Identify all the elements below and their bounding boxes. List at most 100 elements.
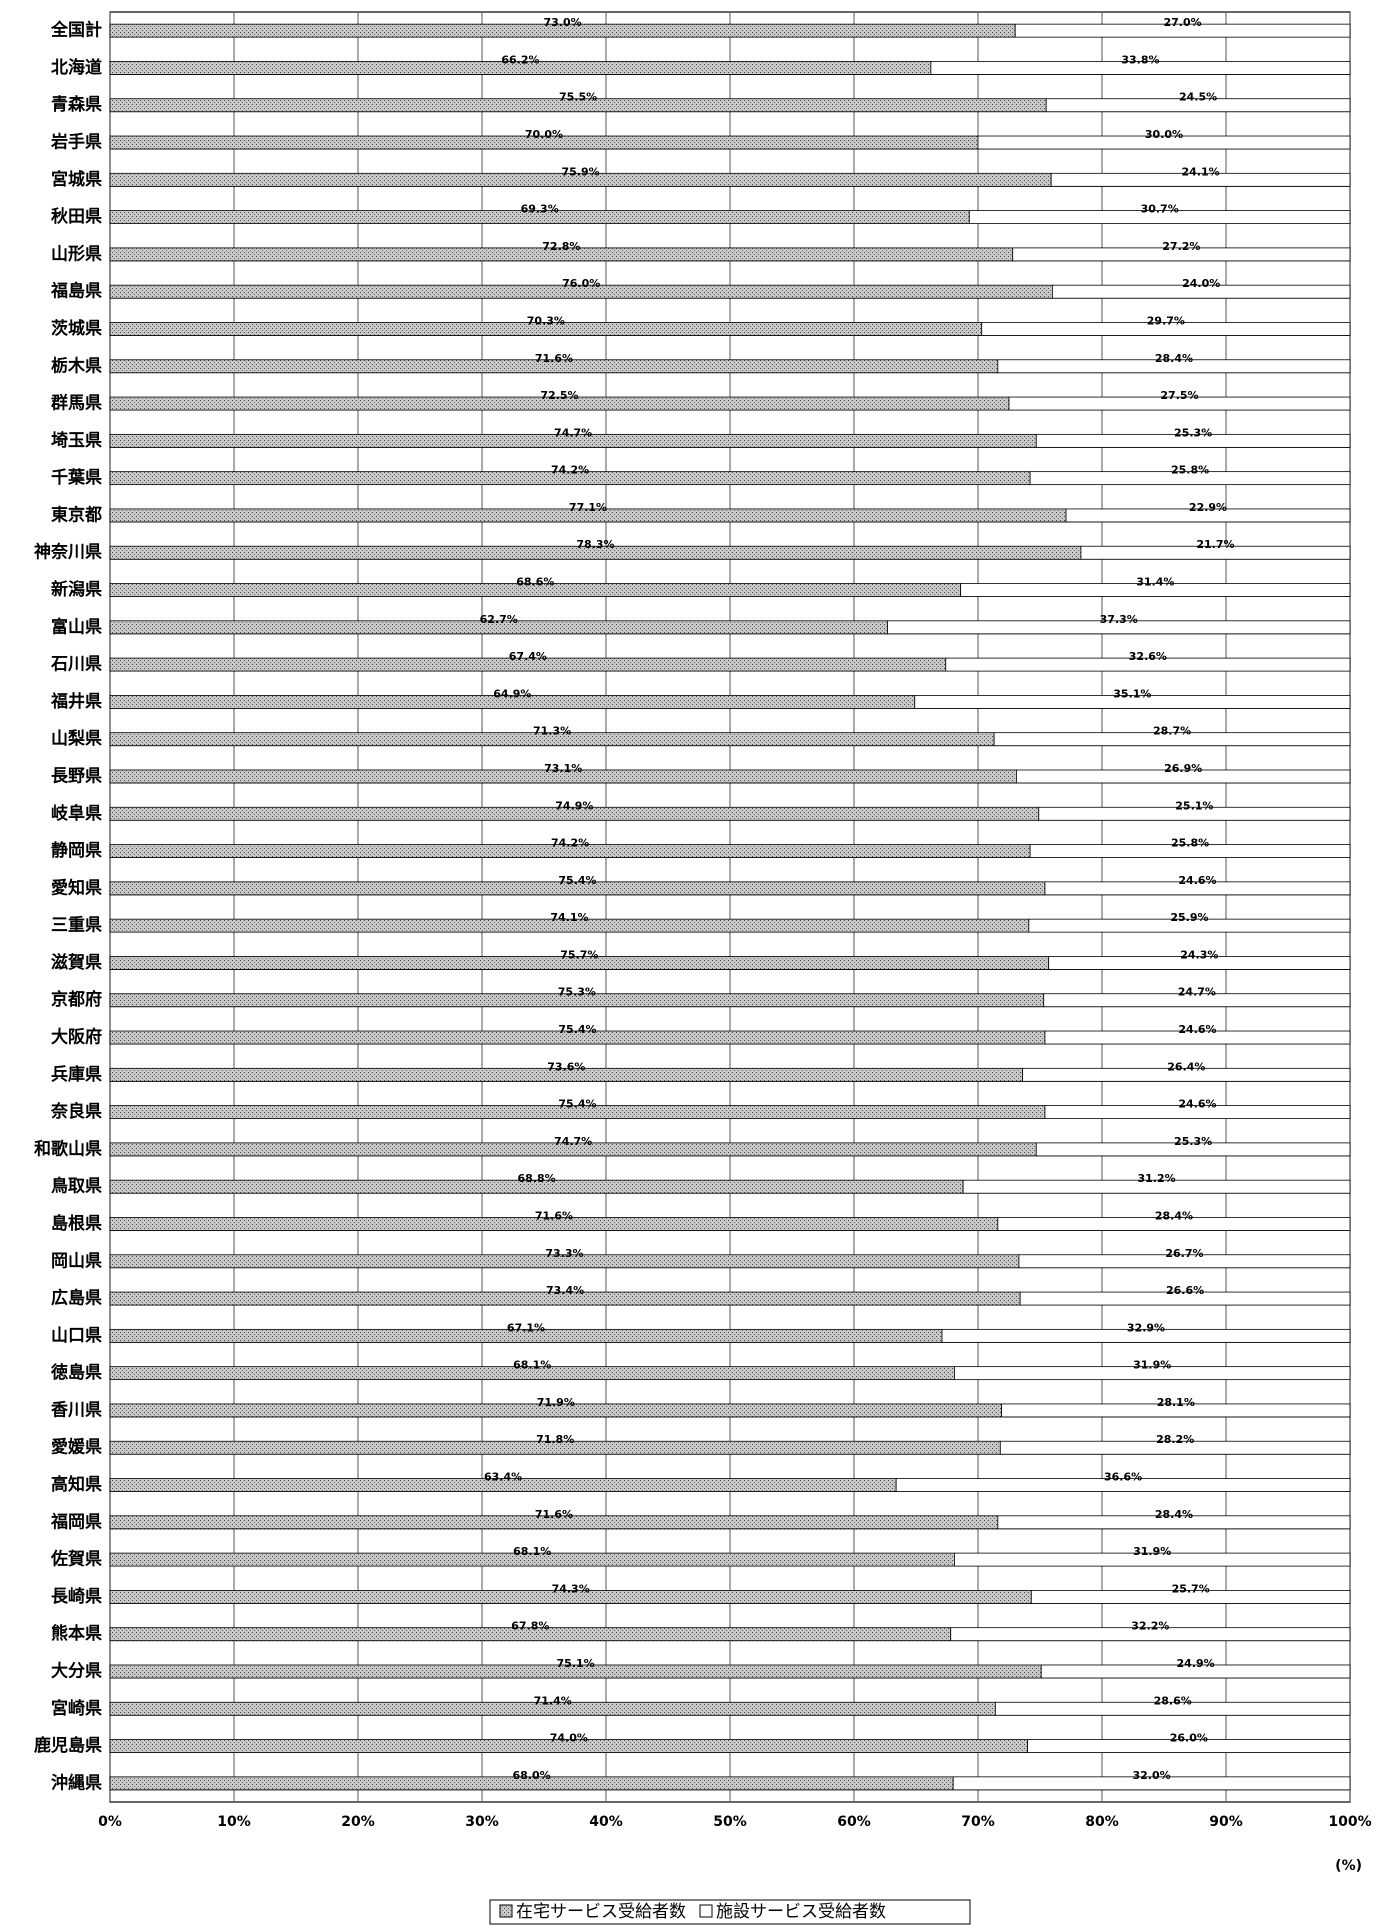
data-label: 24.1% — [1181, 165, 1219, 178]
y-tick-label: 岐阜県 — [51, 803, 102, 824]
data-label: 28.2% — [1156, 1433, 1194, 1446]
y-tick-label: 高知県 — [51, 1474, 102, 1495]
data-label: 71.6% — [535, 1209, 573, 1222]
data-label: 37.3% — [1100, 613, 1138, 626]
data-label: 66.2% — [501, 53, 539, 66]
data-label: 31.2% — [1137, 1172, 1175, 1185]
x-tick-label: 100% — [1328, 1814, 1371, 1830]
x-tick-label: 70% — [961, 1814, 995, 1830]
bar-segment — [1044, 1105, 1351, 1120]
y-tick-label: 宮城県 — [51, 169, 102, 190]
data-label: 76.0% — [562, 277, 600, 290]
y-tick-label: 宮崎県 — [51, 1698, 102, 1719]
data-label: 75.4% — [558, 1023, 596, 1036]
bar-segment — [1027, 1739, 1351, 1753]
bar-segment — [895, 1478, 1351, 1492]
bar-segment — [1028, 918, 1351, 933]
bar-segment — [997, 1217, 1351, 1231]
y-tick-label: 東京都 — [51, 504, 102, 525]
bar-segment — [1030, 1589, 1351, 1604]
x-tick-label: 0% — [98, 1814, 122, 1830]
y-tick-label: 新潟県 — [51, 579, 102, 600]
bar-segment — [887, 620, 1351, 635]
data-label: 26.0% — [1170, 1732, 1208, 1745]
data-label: 68.1% — [513, 1359, 551, 1372]
legend-swatch — [499, 1904, 513, 1918]
bar-segment — [1040, 1664, 1351, 1679]
bar-segment — [1044, 881, 1351, 896]
data-label: 24.9% — [1177, 1657, 1215, 1670]
y-tick-label: 鹿児島県 — [34, 1735, 102, 1756]
data-label: 26.9% — [1164, 762, 1202, 775]
y-tick-label: 滋賀県 — [51, 952, 102, 973]
data-label: 24.5% — [1179, 91, 1217, 104]
data-label: 27.2% — [1162, 240, 1200, 253]
data-label: 21.7% — [1196, 538, 1234, 551]
y-tick-label: 和歌山県 — [34, 1138, 102, 1159]
data-label: 68.8% — [517, 1172, 555, 1185]
data-label: 27.0% — [1164, 16, 1202, 29]
y-tick-label: 長崎県 — [51, 1586, 102, 1607]
data-label: 28.4% — [1155, 1508, 1193, 1521]
data-label: 75.4% — [558, 874, 596, 887]
data-label: 67.4% — [509, 650, 547, 663]
bar-segment — [1022, 1067, 1351, 1082]
bar-segment — [1038, 806, 1351, 821]
bar-segment — [1065, 508, 1351, 523]
data-label: 77.1% — [569, 501, 607, 514]
y-tick-label: 熊本県 — [51, 1623, 102, 1644]
y-tick-label: 北海道 — [51, 57, 102, 78]
y-tick-label: 三重県 — [51, 915, 102, 936]
data-label: 73.3% — [545, 1247, 583, 1260]
y-tick-label: 千葉県 — [51, 467, 102, 488]
data-label: 24.6% — [1178, 1023, 1216, 1036]
bar-segment — [930, 61, 1351, 75]
x-tick-label: 20% — [341, 1814, 375, 1830]
bar-segment — [997, 359, 1351, 374]
data-label: 63.4% — [484, 1471, 522, 1484]
data-label: 67.8% — [511, 1620, 549, 1633]
data-label: 68.0% — [513, 1769, 551, 1782]
data-label: 74.3% — [552, 1582, 590, 1595]
data-label: 74.0% — [550, 1732, 588, 1745]
data-label: 70.3% — [527, 314, 565, 327]
y-tick-label: 福井県 — [50, 691, 102, 712]
bar-segment — [1050, 172, 1351, 187]
y-tick-label: 岡山県 — [51, 1251, 102, 1271]
data-label: 25.8% — [1171, 464, 1209, 477]
bar-segment — [1012, 247, 1351, 262]
y-tick-label: 青森県 — [51, 94, 102, 115]
data-label: 75.5% — [559, 91, 597, 104]
bar-segment — [914, 694, 1351, 709]
x-axis-label: (%) — [1335, 1858, 1362, 1874]
data-label: 68.1% — [513, 1545, 551, 1558]
bar-segment — [1035, 433, 1351, 448]
y-tick-label: 山梨県 — [51, 728, 102, 749]
data-label: 32.0% — [1133, 1769, 1171, 1782]
y-tick-label: 香川県 — [51, 1400, 102, 1420]
y-tick-label: 長野県 — [51, 766, 102, 786]
y-tick-label: 静岡県 — [51, 840, 102, 861]
data-label: 30.0% — [1145, 128, 1183, 141]
bar-segment — [1052, 284, 1351, 299]
bar-segment — [945, 657, 1351, 672]
data-label: 74.7% — [554, 1135, 592, 1148]
x-tick-label: 80% — [1085, 1814, 1119, 1830]
y-tick-label: 福岡県 — [50, 1511, 102, 1532]
y-tick-label: 埼玉県 — [51, 430, 102, 451]
data-label: 71.6% — [535, 352, 573, 365]
x-tick-label: 60% — [837, 1814, 871, 1830]
legend-swatch — [699, 1904, 713, 1918]
data-label: 75.9% — [561, 165, 599, 178]
data-label: 78.3% — [576, 538, 614, 551]
bar-segment — [941, 1328, 1351, 1343]
data-label: 72.8% — [542, 240, 580, 253]
data-label: 25.7% — [1172, 1582, 1210, 1595]
bar-segment — [968, 210, 1351, 225]
data-label: 25.9% — [1170, 911, 1208, 924]
y-tick-label: 京都府 — [51, 989, 102, 1010]
data-label: 26.6% — [1166, 1284, 1204, 1297]
bar-segment — [952, 1776, 1351, 1791]
data-label: 74.9% — [555, 799, 593, 812]
y-tick-label: 大阪府 — [51, 1027, 102, 1048]
